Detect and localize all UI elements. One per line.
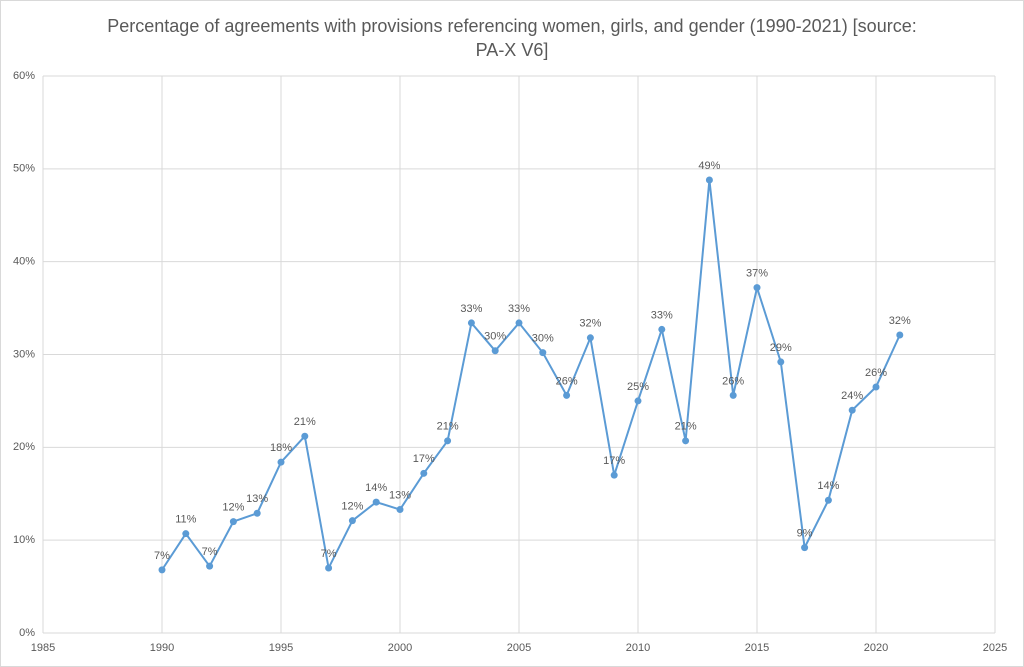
x-tick-label: 2015 bbox=[745, 642, 769, 654]
data-label: 32% bbox=[889, 315, 911, 327]
x-tick-label: 2010 bbox=[626, 642, 650, 654]
data-point bbox=[277, 458, 285, 466]
data-point bbox=[682, 437, 690, 445]
y-tick-label: 40% bbox=[13, 256, 35, 268]
data-point bbox=[539, 349, 547, 357]
data-point bbox=[325, 564, 333, 572]
data-label: 18% bbox=[270, 442, 292, 454]
data-label: 9% bbox=[797, 527, 813, 539]
data-point bbox=[563, 391, 571, 399]
data-label: 33% bbox=[508, 303, 530, 315]
data-point bbox=[491, 347, 499, 355]
data-label: 13% bbox=[389, 489, 411, 501]
data-label: 12% bbox=[341, 501, 363, 513]
data-label: 7% bbox=[154, 550, 170, 562]
data-label: 33% bbox=[460, 303, 482, 315]
data-point bbox=[658, 325, 666, 333]
data-label: 7% bbox=[202, 546, 218, 558]
data-label: 30% bbox=[532, 333, 554, 345]
x-tick-label: 2025 bbox=[983, 642, 1007, 654]
data-point bbox=[372, 498, 380, 506]
data-point bbox=[182, 530, 190, 538]
data-label: 49% bbox=[698, 160, 720, 172]
data-label: 14% bbox=[817, 480, 839, 492]
data-label: 17% bbox=[603, 455, 625, 467]
data-label: 21% bbox=[294, 416, 316, 428]
y-tick-label: 0% bbox=[19, 627, 35, 639]
y-tick-label: 50% bbox=[13, 163, 35, 175]
data-point bbox=[848, 406, 856, 414]
x-tick-label: 1995 bbox=[269, 642, 293, 654]
data-point bbox=[348, 517, 356, 525]
x-tick-label: 2005 bbox=[507, 642, 531, 654]
data-label: 25% bbox=[627, 381, 649, 393]
data-label: 21% bbox=[437, 421, 459, 433]
data-label: 33% bbox=[651, 309, 673, 321]
data-point bbox=[515, 319, 523, 327]
data-point bbox=[301, 432, 309, 440]
data-point bbox=[705, 176, 713, 184]
data-label: 13% bbox=[246, 493, 268, 505]
data-label: 26% bbox=[722, 375, 744, 387]
data-point bbox=[872, 383, 880, 391]
data-point bbox=[158, 566, 166, 574]
y-tick-label: 30% bbox=[13, 348, 35, 360]
y-tick-label: 10% bbox=[13, 534, 35, 546]
data-label: 17% bbox=[413, 453, 435, 465]
data-label: 21% bbox=[675, 421, 697, 433]
data-point bbox=[420, 469, 428, 477]
data-point bbox=[586, 334, 594, 342]
data-point bbox=[729, 391, 737, 399]
x-tick-label: 1990 bbox=[150, 642, 174, 654]
data-point bbox=[824, 496, 832, 504]
data-point bbox=[777, 358, 785, 366]
data-label: 7% bbox=[321, 548, 337, 560]
data-point bbox=[253, 509, 261, 517]
data-point bbox=[896, 331, 904, 339]
y-tick-label: 20% bbox=[13, 441, 35, 453]
data-point bbox=[634, 397, 642, 405]
x-tick-label: 1985 bbox=[31, 642, 55, 654]
data-label: 11% bbox=[175, 514, 196, 526]
x-tick-label: 2020 bbox=[864, 642, 888, 654]
data-point bbox=[444, 437, 452, 445]
x-tick-label: 2000 bbox=[388, 642, 412, 654]
data-point bbox=[229, 518, 237, 526]
data-label: 37% bbox=[746, 268, 768, 280]
data-label: 12% bbox=[222, 502, 244, 514]
data-label: 30% bbox=[484, 331, 506, 343]
data-point bbox=[610, 471, 618, 479]
y-tick-label: 60% bbox=[13, 70, 35, 82]
data-line bbox=[161, 179, 901, 572]
data-label: 29% bbox=[770, 342, 792, 354]
chart-title: Percentage of agreements with provisions… bbox=[107, 16, 917, 60]
data-point bbox=[753, 284, 761, 292]
data-label: 32% bbox=[579, 318, 601, 330]
data-label: 24% bbox=[841, 390, 863, 402]
data-point bbox=[801, 544, 809, 552]
data-label: 14% bbox=[365, 482, 387, 494]
data-point bbox=[396, 506, 404, 514]
data-label: 26% bbox=[865, 367, 887, 379]
data-point bbox=[467, 319, 475, 327]
data-label: 26% bbox=[556, 375, 578, 387]
data-point bbox=[206, 562, 214, 570]
